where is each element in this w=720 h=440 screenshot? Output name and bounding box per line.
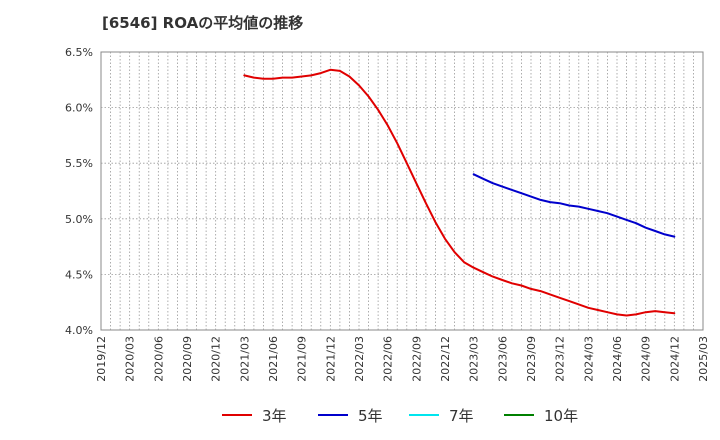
- legend-label: 5年: [358, 406, 383, 425]
- x-tick-label: 2021/03: [238, 336, 251, 382]
- x-tick-label: 2024/09: [640, 336, 653, 382]
- x-axis-ticks: 2019/12 2020/03 2020/06 2020/09 2020/12 2021/…: [95, 336, 710, 382]
- y-tick-label: 5.0%: [65, 213, 93, 226]
- legend-swatch: [409, 414, 439, 416]
- legend-item: 3年: [222, 404, 287, 426]
- y-tick-label: 4.0%: [65, 324, 93, 337]
- legend-label: 7年: [449, 406, 474, 425]
- grid-lines: [101, 52, 703, 330]
- x-tick-label: 2020/03: [124, 336, 137, 382]
- x-tick-label: 2023/06: [496, 336, 509, 382]
- x-tick-label: 2020/06: [152, 336, 165, 382]
- y-tick-label: 6.0%: [65, 102, 93, 115]
- x-tick-label: 2023/03: [468, 336, 481, 382]
- legend: 3年 5年 7年 10年: [0, 404, 720, 428]
- x-tick-label: 2019/12: [95, 336, 108, 382]
- y-tick-label: 5.5%: [65, 157, 93, 170]
- y-axis-ticks: 4.0% 4.5% 5.0% 5.5% 6.0% 6.5%: [65, 46, 93, 337]
- x-tick-label: 2022/06: [382, 336, 395, 382]
- series-lines: [243, 68, 676, 317]
- y-tick-label: 4.5%: [65, 268, 93, 281]
- x-tick-label: 2021/12: [324, 336, 337, 382]
- x-tick-label: 2023/12: [554, 336, 567, 382]
- legend-label: 10年: [544, 406, 579, 425]
- x-tick-label: 2024/06: [611, 336, 624, 382]
- legend-swatch: [318, 414, 348, 416]
- chart-title: [6546] ROAの平均値の推移: [102, 14, 304, 32]
- legend-swatch: [504, 414, 534, 416]
- series-line-3年: [243, 68, 676, 317]
- y-tick-label: 6.5%: [65, 46, 93, 59]
- x-tick-label: 2021/09: [296, 336, 309, 382]
- legend-label: 3年: [262, 406, 287, 425]
- x-tick-label: 2021/06: [267, 336, 280, 382]
- legend-item: 10年: [504, 404, 578, 426]
- legend-swatch: [222, 414, 252, 416]
- x-tick-label: 2020/12: [210, 336, 223, 382]
- x-tick-label: 2025/03: [697, 336, 710, 382]
- plot-area: [100, 51, 704, 331]
- x-tick-label: 2024/12: [668, 336, 681, 382]
- series-line-5年: [472, 173, 676, 238]
- x-tick-label: 2020/09: [181, 336, 194, 382]
- legend-item: 5年: [318, 404, 383, 426]
- x-tick-label: 2024/03: [582, 336, 595, 382]
- x-tick-label: 2022/03: [353, 336, 366, 382]
- x-tick-label: 2022/12: [439, 336, 452, 382]
- x-tick-label: 2023/09: [525, 336, 538, 382]
- x-tick-label: 2022/09: [410, 336, 423, 382]
- legend-item: 7年: [409, 404, 474, 426]
